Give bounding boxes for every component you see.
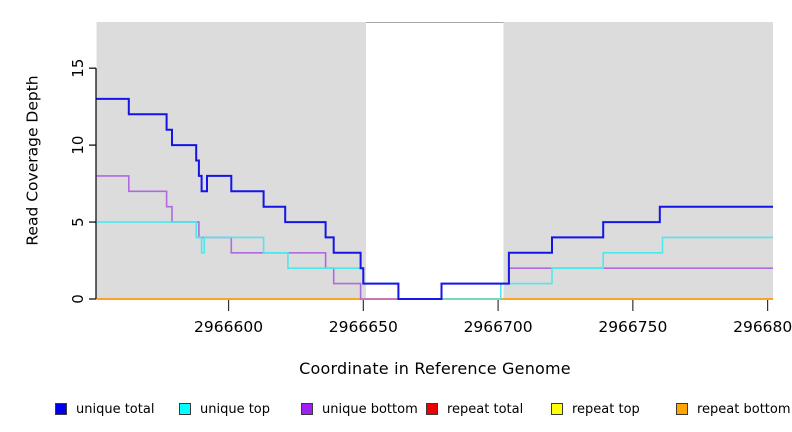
repeat-total-swatch-icon [426, 403, 438, 415]
plot-area: 0 5 10 15 Read Coverage Depth 2966600 2966650 2… [24, 22, 792, 336]
y-tick-label: 10 [69, 136, 87, 155]
y-tick-label: 0 [69, 294, 87, 304]
repeat-bottom-swatch-icon [676, 403, 688, 415]
legend-label: repeat bottom [697, 401, 791, 417]
x-tick-label: 2966750 [598, 318, 667, 336]
x-tick-label: 2966650 [329, 318, 398, 336]
legend-item-repeat-top: repeat top [551, 401, 640, 417]
legend-item-unique-bottom: unique bottom [301, 401, 418, 417]
x-tick-label: 2966600 [194, 318, 263, 336]
legend-item-repeat-total: repeat total [426, 401, 523, 417]
legend-label: unique total [76, 401, 155, 417]
x-axis-title: Coordinate in Reference Genome [299, 359, 571, 378]
legend-item-unique-total: unique total [55, 401, 154, 417]
x-tick-label: 2966700 [464, 318, 533, 336]
legend-item-repeat-bottom: repeat bottom [676, 401, 791, 417]
repeat-top-swatch-icon [551, 403, 563, 415]
x-tick-label: 2966800 [733, 318, 792, 336]
unique-bottom-swatch-icon [301, 403, 313, 415]
unique-total-swatch-icon [55, 403, 67, 415]
unique-top-swatch-icon [179, 403, 191, 415]
legend-item-unique-top: unique top [179, 401, 270, 417]
y-axis-title: Read Coverage Depth [24, 75, 42, 245]
uncovered-region [366, 23, 504, 299]
legend-label: unique bottom [322, 401, 418, 417]
legend-label: repeat total [447, 401, 524, 417]
y-tick-label: 5 [69, 217, 87, 227]
y-tick-label: 15 [69, 59, 87, 78]
legend-label: unique top [200, 401, 271, 417]
unique-total-line [96, 97, 773, 300]
legend-label: repeat top [572, 401, 640, 417]
